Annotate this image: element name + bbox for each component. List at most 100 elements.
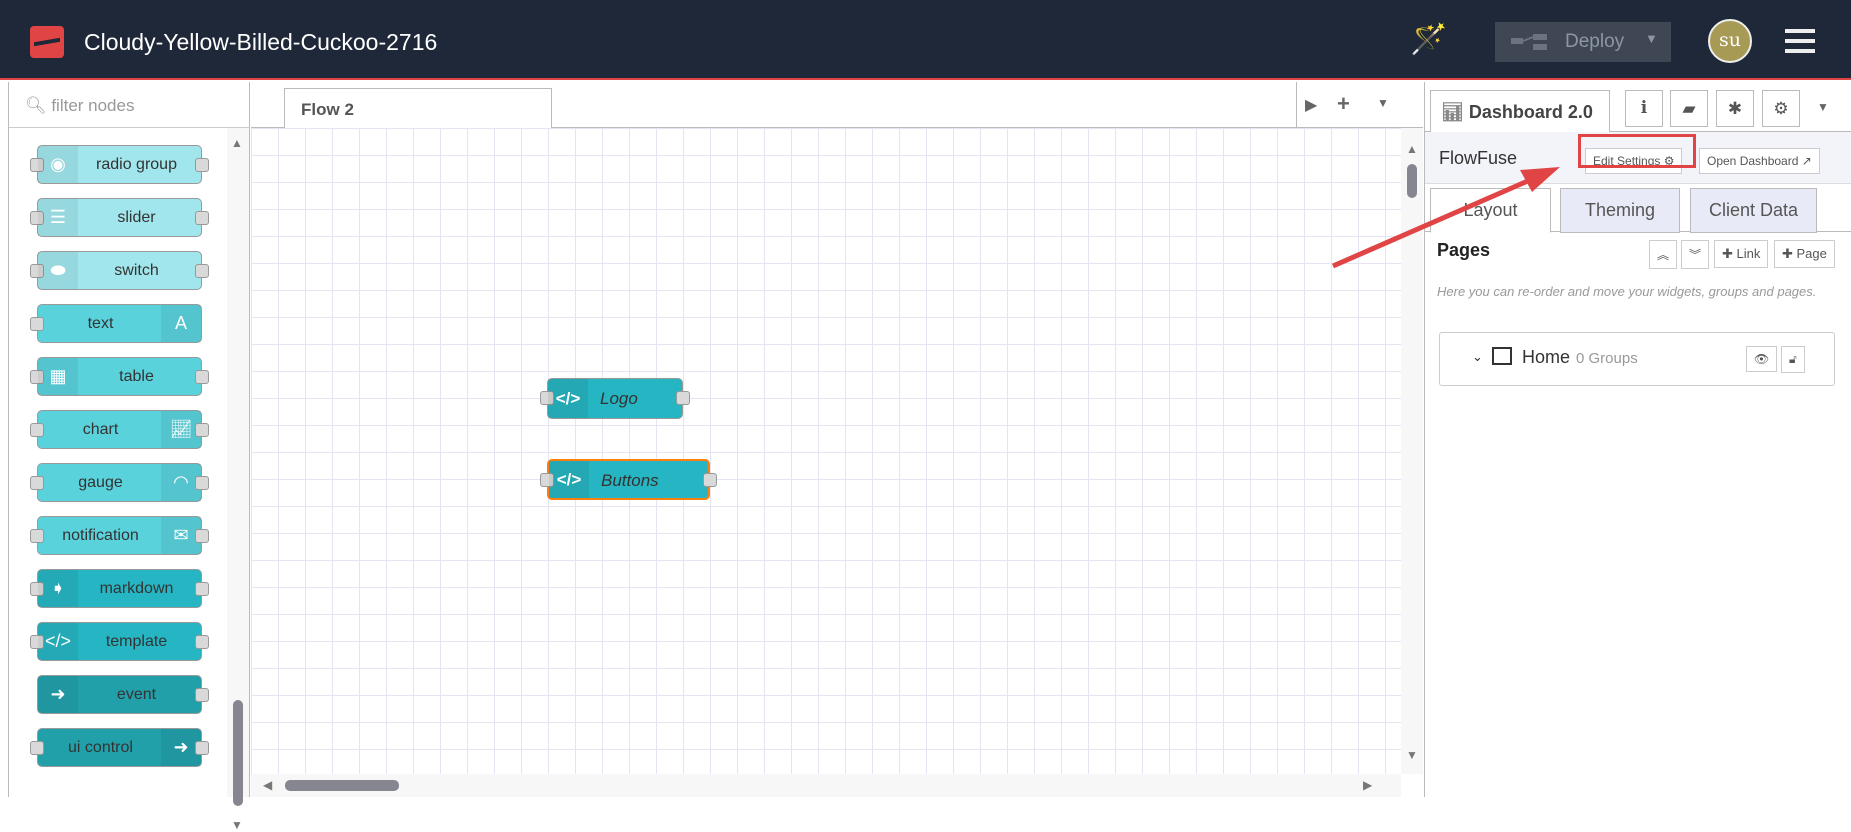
horizontal-scrollbar[interactable]: ◀ ▶ — [251, 774, 1401, 797]
output-port — [195, 370, 209, 384]
arrow-right-icon: ➧ — [38, 570, 78, 607]
scroll-down-icon[interactable]: ▼ — [231, 818, 243, 832]
palette-node-ui-control[interactable]: ➜ ui control — [30, 728, 209, 767]
caret-down-icon[interactable]: ▼ — [1645, 31, 1658, 46]
open-dashboard-button[interactable]: Open Dashboard ↗ — [1699, 148, 1820, 174]
output-port — [195, 635, 209, 649]
external-link-icon: ↗ — [1801, 154, 1812, 168]
palette-node-label: chart — [82, 421, 119, 438]
annotation-arrow — [1331, 167, 1560, 269]
add-link-button[interactable]: ✚ Link — [1714, 240, 1769, 268]
input-port — [30, 264, 44, 278]
palette-node-label: event — [116, 686, 157, 703]
palette-node-gauge[interactable]: ◠ gauge — [30, 463, 209, 502]
output-port[interactable] — [703, 473, 717, 487]
font-icon: A — [161, 305, 201, 342]
palette-node-radio-group[interactable]: ◉ radio group — [30, 145, 209, 184]
scroll-up-icon[interactable]: ▲ — [1406, 142, 1418, 156]
info-icon[interactable]: i — [1625, 90, 1663, 127]
input-port — [30, 741, 44, 755]
flow-node-buttons[interactable]: </> Buttons — [540, 459, 717, 500]
palette-node-switch[interactable]: ⬬ switch — [30, 251, 209, 290]
edit-settings-label: Edit Settings — [1593, 154, 1661, 168]
unlock-icon[interactable]: 🔓︎ — [1781, 346, 1805, 373]
input-port — [30, 529, 44, 543]
input-port — [30, 211, 44, 225]
hamburger-menu-icon[interactable] — [1785, 29, 1815, 59]
link-label: Link — [1736, 246, 1761, 261]
palette-node-label: markdown — [99, 580, 174, 597]
input-port — [30, 423, 44, 437]
circle-arrow-icon: ➜ — [38, 676, 78, 713]
palette-node-label: switch — [114, 262, 159, 279]
expand-all-button[interactable]: ︾ — [1681, 240, 1710, 269]
input-port — [30, 370, 44, 384]
vertical-scrollbar[interactable]: ▲ ▼ — [1401, 128, 1423, 774]
avatar[interactable]: su — [1708, 19, 1752, 63]
tab-dashboard[interactable]: 📊︎ Dashboard 2.0 — [1430, 90, 1610, 133]
toggle-icon: ⬬ — [38, 252, 78, 289]
palette-node-slider[interactable]: ☰ slider — [30, 198, 209, 237]
add-flow-icon[interactable]: + — [1337, 91, 1350, 116]
input-port — [30, 635, 44, 649]
flow-canvas[interactable]: </> Logo </> Buttons — [251, 128, 1401, 774]
flow-menu-icon[interactable]: ▼ — [1377, 96, 1389, 110]
app-title: Cloudy-Yellow-Billed-Cuckoo-2716 — [84, 29, 438, 55]
logo — [30, 26, 64, 58]
filter-nodes-input[interactable]: 🔍︎ filter nodes — [9, 82, 249, 128]
bug-icon[interactable]: ✱ — [1716, 90, 1754, 127]
palette-node-label: text — [87, 315, 114, 332]
code-icon: </> — [548, 379, 588, 418]
flow-tabs: Flow 2 ▶ + ▼ — [251, 82, 1423, 129]
scroll-up-icon[interactable]: ▲ — [231, 136, 243, 150]
output-port — [195, 688, 209, 702]
book-icon[interactable]: ▰ — [1670, 90, 1708, 127]
output-port — [195, 423, 209, 437]
edit-settings-button[interactable]: Edit Settings ⚙ — [1585, 148, 1683, 174]
envelope-icon: ✉ — [161, 517, 201, 554]
scrollbar-thumb[interactable] — [233, 700, 243, 806]
gear-icon[interactable]: ⚙ — [1762, 90, 1800, 127]
output-port — [195, 582, 209, 596]
input-port[interactable] — [540, 473, 554, 487]
sidebar: 📊︎ Dashboard 2.0 i ▰ ✱ ⚙ ▼ FlowFuse Edit… — [1424, 82, 1851, 797]
palette-node-event[interactable]: ➜ event — [37, 675, 209, 714]
gear-icon: ⚙ — [1663, 154, 1675, 168]
node-palette: 🔍︎ filter nodes ◉ radio group ☰ slider ⬬ swit… — [8, 82, 250, 832]
collapse-all-button[interactable]: ︽ — [1649, 240, 1678, 269]
scroll-tabs-icon[interactable]: ▶ — [1305, 97, 1318, 114]
tab-client-data[interactable]: Client Data — [1690, 188, 1817, 233]
deploy-button[interactable]: Deploy ▼ — [1495, 22, 1671, 62]
sidebar-menu-icon[interactable]: ▼ — [1817, 100, 1829, 114]
scroll-left-icon[interactable]: ◀ — [263, 778, 273, 792]
eye-icon[interactable]: 👁︎ — [1746, 346, 1778, 372]
node-label: Logo — [600, 389, 638, 408]
scroll-right-icon[interactable]: ▶ — [1363, 778, 1373, 792]
deploy-label: Deploy — [1565, 31, 1625, 52]
palette-node-notification[interactable]: ✉ notification — [30, 516, 209, 555]
add-page-button[interactable]: ✚ Page — [1774, 240, 1835, 268]
magic-wand-icon[interactable]: 🪄 — [1410, 23, 1448, 56]
chevron-down-icon[interactable]: ⌄ — [1472, 349, 1483, 364]
tab-theming[interactable]: Theming — [1560, 188, 1680, 233]
sliders-icon: ☰ — [38, 199, 78, 236]
deploy-icon — [1511, 34, 1547, 50]
code-icon: </> — [549, 461, 589, 498]
palette-node-table[interactable]: ▦ table — [30, 357, 209, 396]
palette-node-chart[interactable]: 📈︎ chart — [30, 410, 209, 449]
output-port[interactable] — [676, 391, 690, 405]
flow-node-logo[interactable]: </> Logo — [540, 378, 690, 419]
dashboard-name: FlowFuse — [1439, 148, 1518, 168]
palette-node-label: slider — [117, 209, 156, 226]
tab-flow-2[interactable]: Flow 2 — [284, 88, 552, 129]
scrollbar-thumb[interactable] — [1407, 164, 1417, 198]
scrollbar-thumb[interactable] — [285, 780, 399, 791]
page-item-home[interactable]: ⌄ Home 0 Groups 👁︎ 🔓︎ — [1439, 332, 1835, 386]
scroll-down-icon[interactable]: ▼ — [1406, 748, 1418, 762]
palette-node-template[interactable]: </> template — [30, 622, 209, 661]
node-label: Buttons — [601, 471, 659, 490]
palette-node-markdown[interactable]: ➧ markdown — [30, 569, 209, 608]
output-port — [195, 264, 209, 278]
input-port[interactable] — [540, 391, 554, 405]
